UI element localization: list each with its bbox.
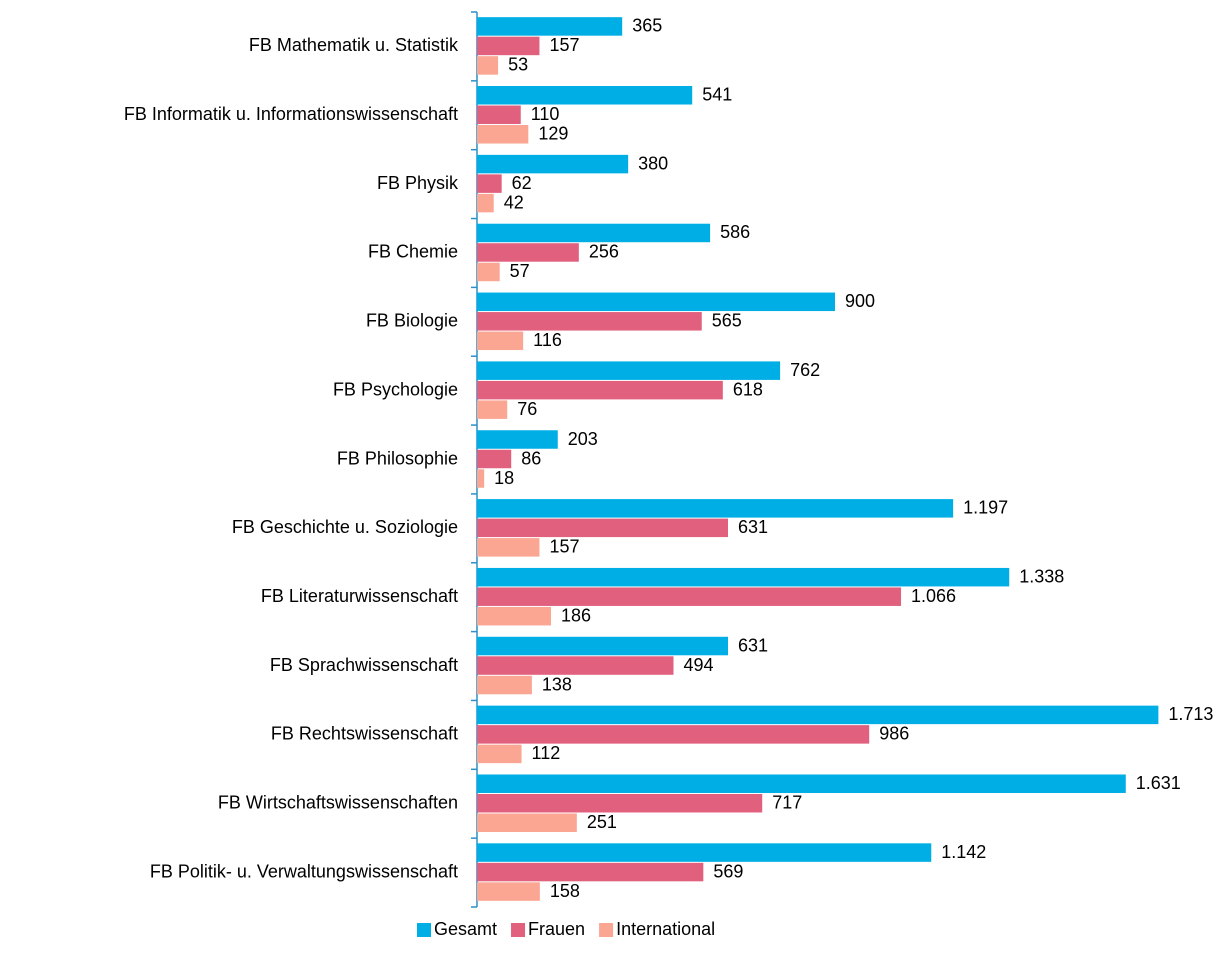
legend-label: Frauen [528, 919, 585, 939]
bar [477, 312, 702, 331]
bar [477, 793, 763, 813]
data-label: 18 [494, 468, 514, 488]
y-tick-label: FB Chemie [368, 242, 458, 262]
y-tick-label: FB Rechtswissenschaft [271, 724, 458, 744]
data-label: 565 [712, 311, 742, 331]
bar [477, 125, 529, 144]
bar [477, 17, 623, 36]
bar [477, 725, 870, 744]
bar [477, 813, 577, 832]
y-tick-label: FB Literaturwissenschaft [261, 586, 458, 606]
y-tick-label: FB Biologie [366, 311, 458, 331]
data-label: 86 [521, 448, 541, 468]
data-label: 116 [533, 330, 562, 350]
bar [477, 587, 902, 606]
bar [477, 843, 932, 862]
y-tick-label: FB Geschichte u. Soziologie [232, 517, 458, 537]
bar [477, 430, 558, 449]
data-label: 1.142 [941, 842, 986, 862]
bar [477, 56, 499, 75]
data-label: 631 [738, 635, 768, 655]
data-label: 569 [713, 861, 743, 881]
data-label: 157 [549, 537, 579, 557]
bar [477, 705, 1159, 725]
bar [477, 174, 502, 193]
data-label: 186 [561, 605, 591, 625]
data-label: 1.066 [911, 586, 956, 606]
legend-swatch [511, 923, 526, 937]
data-label: 365 [632, 16, 662, 36]
data-label: 110 [531, 104, 560, 124]
data-label: 76 [517, 399, 537, 419]
bar [477, 223, 711, 243]
data-label: 586 [720, 222, 750, 242]
bar [477, 882, 540, 901]
bar [477, 862, 704, 882]
y-tick-label: FB Wirtschaftswissenschaften [218, 792, 458, 812]
legend-label: Gesamt [434, 919, 497, 939]
data-label: 256 [589, 242, 619, 262]
data-label: 717 [772, 792, 802, 812]
bar [477, 606, 551, 626]
bar [477, 675, 532, 695]
legend-label: International [616, 919, 715, 939]
data-label: 618 [733, 379, 763, 399]
bar [477, 774, 1126, 793]
bar [477, 36, 540, 56]
bar [477, 567, 1010, 587]
data-label: 1.338 [1019, 566, 1064, 586]
y-tick-label: FB Psychologie [333, 379, 458, 399]
data-label: 541 [702, 85, 732, 105]
y-tick-label: FB Informatik u. Informationswissenschaf… [124, 104, 458, 124]
bar [477, 518, 728, 538]
y-tick-label: FB Politik- u. Verwaltungswissenschaft [150, 861, 458, 881]
data-label: 900 [845, 291, 875, 311]
data-label: 1.713 [1168, 704, 1213, 724]
data-label: 53 [508, 55, 528, 75]
bar [477, 243, 579, 262]
data-label: 157 [549, 35, 579, 55]
y-tick-label: FB Physik [377, 173, 459, 193]
bar [477, 292, 835, 312]
data-label: 112 [532, 743, 561, 763]
bar [477, 361, 781, 380]
bar [477, 154, 629, 174]
bar [477, 636, 728, 656]
data-label: 494 [684, 655, 714, 675]
data-label: 762 [790, 360, 820, 380]
data-label: 380 [638, 153, 668, 173]
bar [477, 469, 485, 488]
data-label: 42 [504, 192, 524, 212]
bar [477, 193, 494, 213]
bar [477, 656, 674, 675]
bar [477, 105, 521, 125]
bar [477, 400, 508, 419]
bar [477, 331, 524, 351]
data-label: 1.197 [963, 498, 1008, 518]
data-label: 631 [738, 517, 768, 537]
bar [477, 538, 540, 557]
bar [477, 744, 522, 764]
data-label: 1.631 [1136, 773, 1181, 793]
y-tick-label: FB Mathematik u. Statistik [249, 35, 459, 55]
bar [477, 380, 723, 400]
bar [477, 262, 500, 282]
bar [477, 449, 512, 469]
legend-swatch [599, 923, 614, 937]
data-label: 251 [587, 812, 617, 832]
data-label: 203 [568, 429, 598, 449]
legend-swatch [417, 923, 431, 937]
data-label: 158 [550, 881, 580, 901]
bar [477, 499, 954, 518]
bar [477, 86, 693, 105]
y-tick-label: FB Philosophie [337, 448, 458, 468]
data-label: 62 [512, 173, 532, 193]
data-label: 129 [538, 124, 568, 144]
data-label: 138 [542, 674, 572, 694]
data-label: 57 [510, 261, 530, 281]
data-label: 986 [879, 724, 909, 744]
y-tick-label: FB Sprachwissenschaft [270, 655, 458, 675]
